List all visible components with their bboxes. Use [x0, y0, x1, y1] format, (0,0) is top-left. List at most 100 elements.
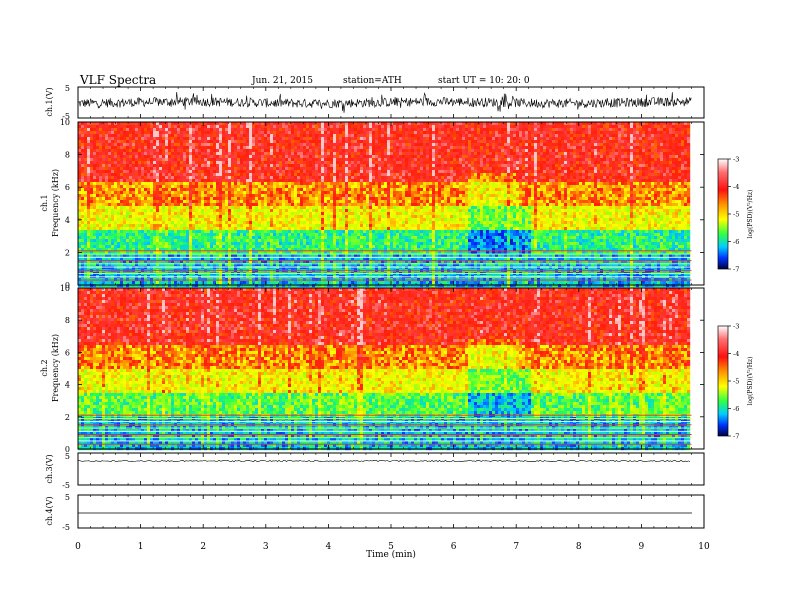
spec1-cell: [123, 152, 126, 155]
spec1-cell: [387, 128, 390, 131]
spec1-cell: [633, 191, 636, 194]
spec1-cell: [405, 131, 408, 134]
spec1-cell: [207, 179, 210, 182]
spec1-cell: [564, 128, 567, 131]
spec1-cell: [438, 179, 441, 182]
spec1-cell: [261, 179, 264, 182]
spec1-cell: [417, 185, 420, 188]
spec1-cell: [447, 188, 450, 191]
spec1-cell: [333, 143, 336, 146]
spec1-cell: [507, 131, 510, 134]
spec1-cell: [90, 185, 93, 188]
spec1-cell: [306, 176, 309, 179]
spec1-cell: [438, 188, 441, 191]
spec1-cell: [603, 149, 606, 152]
spec1-cell: [213, 128, 216, 131]
spec1-cell: [354, 182, 357, 185]
spec1-cell: [528, 161, 531, 164]
spec1-cell: [207, 158, 210, 161]
spec1-cell: [381, 188, 384, 191]
spec1-cell: [282, 182, 285, 185]
spec1-cell: [402, 134, 405, 137]
spec1-cell: [264, 143, 267, 146]
spec1-cell: [267, 185, 270, 188]
spec1-cell: [294, 128, 297, 131]
spec1-cell: [672, 173, 675, 176]
spec1-cell: [285, 161, 288, 164]
spec1-cell: [495, 155, 498, 158]
spec1-cell: [342, 128, 345, 131]
spec1-cell: [108, 173, 111, 176]
spec1-cell: [645, 182, 648, 185]
spec1-cell: [408, 176, 411, 179]
spec1-cell: [267, 128, 270, 131]
spec1-cell: [180, 179, 183, 182]
spec1-cell: [183, 176, 186, 179]
spec1-cell: [525, 158, 528, 161]
spec1-cell: [120, 170, 123, 173]
spec1-cell: [312, 161, 315, 164]
spec1-cell: [162, 173, 165, 176]
spec1-cell: [678, 161, 681, 164]
spec1-cell: [330, 131, 333, 134]
spec1-cell: [207, 185, 210, 188]
spec1-cell: [498, 140, 501, 143]
spec1-cell: [99, 179, 102, 182]
spec1-cell: [189, 191, 192, 194]
spec1-cell: [414, 176, 417, 179]
spec1-cell: [108, 170, 111, 173]
spec1-cell: [120, 128, 123, 131]
spec1-cell: [96, 167, 99, 170]
spec1-cell: [666, 137, 669, 140]
spec1-cell: [492, 173, 495, 176]
spec1-cell: [132, 167, 135, 170]
spec1-cell: [465, 170, 468, 173]
spec1-cell: [393, 128, 396, 131]
spec1-cell: [357, 161, 360, 164]
spec1-cell: [123, 128, 126, 131]
spec1-cell: [387, 176, 390, 179]
spec1-cell: [360, 128, 363, 131]
spec1-cell: [588, 149, 591, 152]
spec1-cell: [291, 131, 294, 134]
spec1-cell: [192, 149, 195, 152]
spec1-cell: [549, 179, 552, 182]
spec1-cell: [264, 182, 267, 185]
spec1-cell: [129, 155, 132, 158]
spec1-cell: [117, 176, 120, 179]
spec1-cell: [327, 155, 330, 158]
spec1-cell: [192, 137, 195, 140]
spec1-cell: [381, 128, 384, 131]
spec1-cell: [81, 131, 84, 134]
spec1-cell: [435, 164, 438, 167]
spec1-cell: [192, 164, 195, 167]
spec1-cell: [480, 170, 483, 173]
spec1-cell: [477, 191, 480, 194]
spec1-cell: [297, 128, 300, 131]
spec1-cell: [597, 179, 600, 182]
spec1-cell: [234, 128, 237, 131]
spec1-cell: [231, 152, 234, 155]
spec1-cell: [255, 173, 258, 176]
spec1-cell: [303, 155, 306, 158]
spec1-cell: [558, 161, 561, 164]
spec1-cell: [480, 185, 483, 188]
spec1-cell: [201, 131, 204, 134]
spec1-cell: [189, 155, 192, 158]
spec1-cell: [426, 158, 429, 161]
spec1-cell: [681, 143, 684, 146]
spec1-cell: [177, 176, 180, 179]
spec1-cell: [681, 179, 684, 182]
spec1-cell: [432, 167, 435, 170]
spec1-cell: [477, 173, 480, 176]
spec1-cell: [609, 182, 612, 185]
spec1-cell: [261, 149, 264, 152]
spec1-cell: [624, 140, 627, 143]
spec1-cell: [606, 176, 609, 179]
spec1-cell: [543, 170, 546, 173]
spec1-cell: [201, 188, 204, 191]
spec1-cell: [342, 173, 345, 176]
spec1-cell: [597, 125, 600, 128]
spec1-cell: [336, 125, 339, 128]
spec1-cell: [423, 137, 426, 140]
